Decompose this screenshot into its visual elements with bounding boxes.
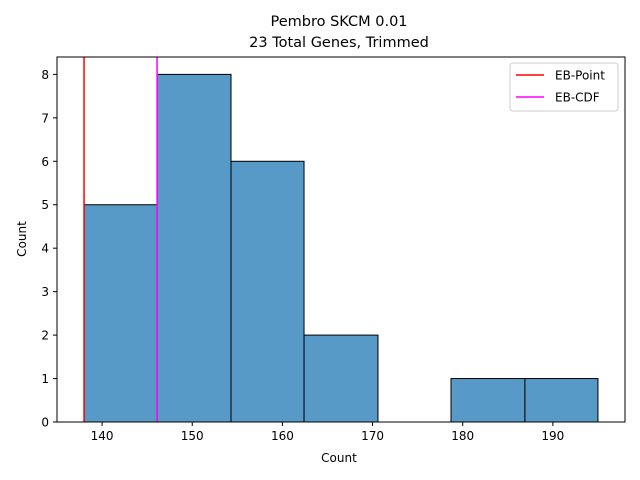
y-tick-label: 8 bbox=[41, 68, 49, 82]
legend-label-eb-cdf: EB-CDF bbox=[555, 91, 600, 105]
x-tick-label: 170 bbox=[361, 429, 384, 443]
chart-subtitle: 23 Total Genes, Trimmed bbox=[249, 35, 429, 51]
y-tick-label: 5 bbox=[41, 198, 49, 212]
y-tick-label: 1 bbox=[41, 372, 49, 386]
x-tick-label: 160 bbox=[271, 429, 294, 443]
plot-frame bbox=[56, 56, 626, 423]
chart-title: Pembro SKCM 0.01 bbox=[270, 14, 407, 30]
histogram-bar-5 bbox=[450, 378, 526, 423]
x-tick-label: 180 bbox=[451, 429, 474, 443]
y-tick-label: 6 bbox=[41, 155, 49, 169]
y-tick-label: 0 bbox=[41, 416, 49, 430]
y-tick-label: 3 bbox=[41, 285, 49, 299]
x-axis-label: Count bbox=[321, 451, 357, 465]
y-tick-label: 4 bbox=[41, 242, 49, 256]
x-ticks-group: 140 150 160 170 180 190 bbox=[91, 422, 564, 443]
histogram-bar-6 bbox=[524, 378, 599, 423]
y-ticks-group: 0 1 2 3 4 5 6 7 8 bbox=[41, 68, 57, 430]
y-axis-label: Count bbox=[15, 221, 29, 257]
vlines-group bbox=[83, 57, 158, 422]
histogram-bar-0 bbox=[83, 204, 158, 423]
x-tick-label: 140 bbox=[91, 429, 114, 443]
x-tick-label: 190 bbox=[541, 429, 564, 443]
histogram-bar-1 bbox=[156, 73, 232, 423]
histogram-bar-3 bbox=[303, 334, 379, 423]
legend: EB-Point EB-CDF bbox=[509, 62, 619, 112]
bars-group bbox=[83, 73, 599, 423]
legend-label-eb-point: EB-Point bbox=[555, 69, 605, 83]
y-tick-label: 7 bbox=[41, 111, 49, 125]
x-tick-label: 150 bbox=[181, 429, 204, 443]
y-tick-label: 2 bbox=[41, 329, 49, 343]
histogram-bar-2 bbox=[230, 160, 305, 423]
